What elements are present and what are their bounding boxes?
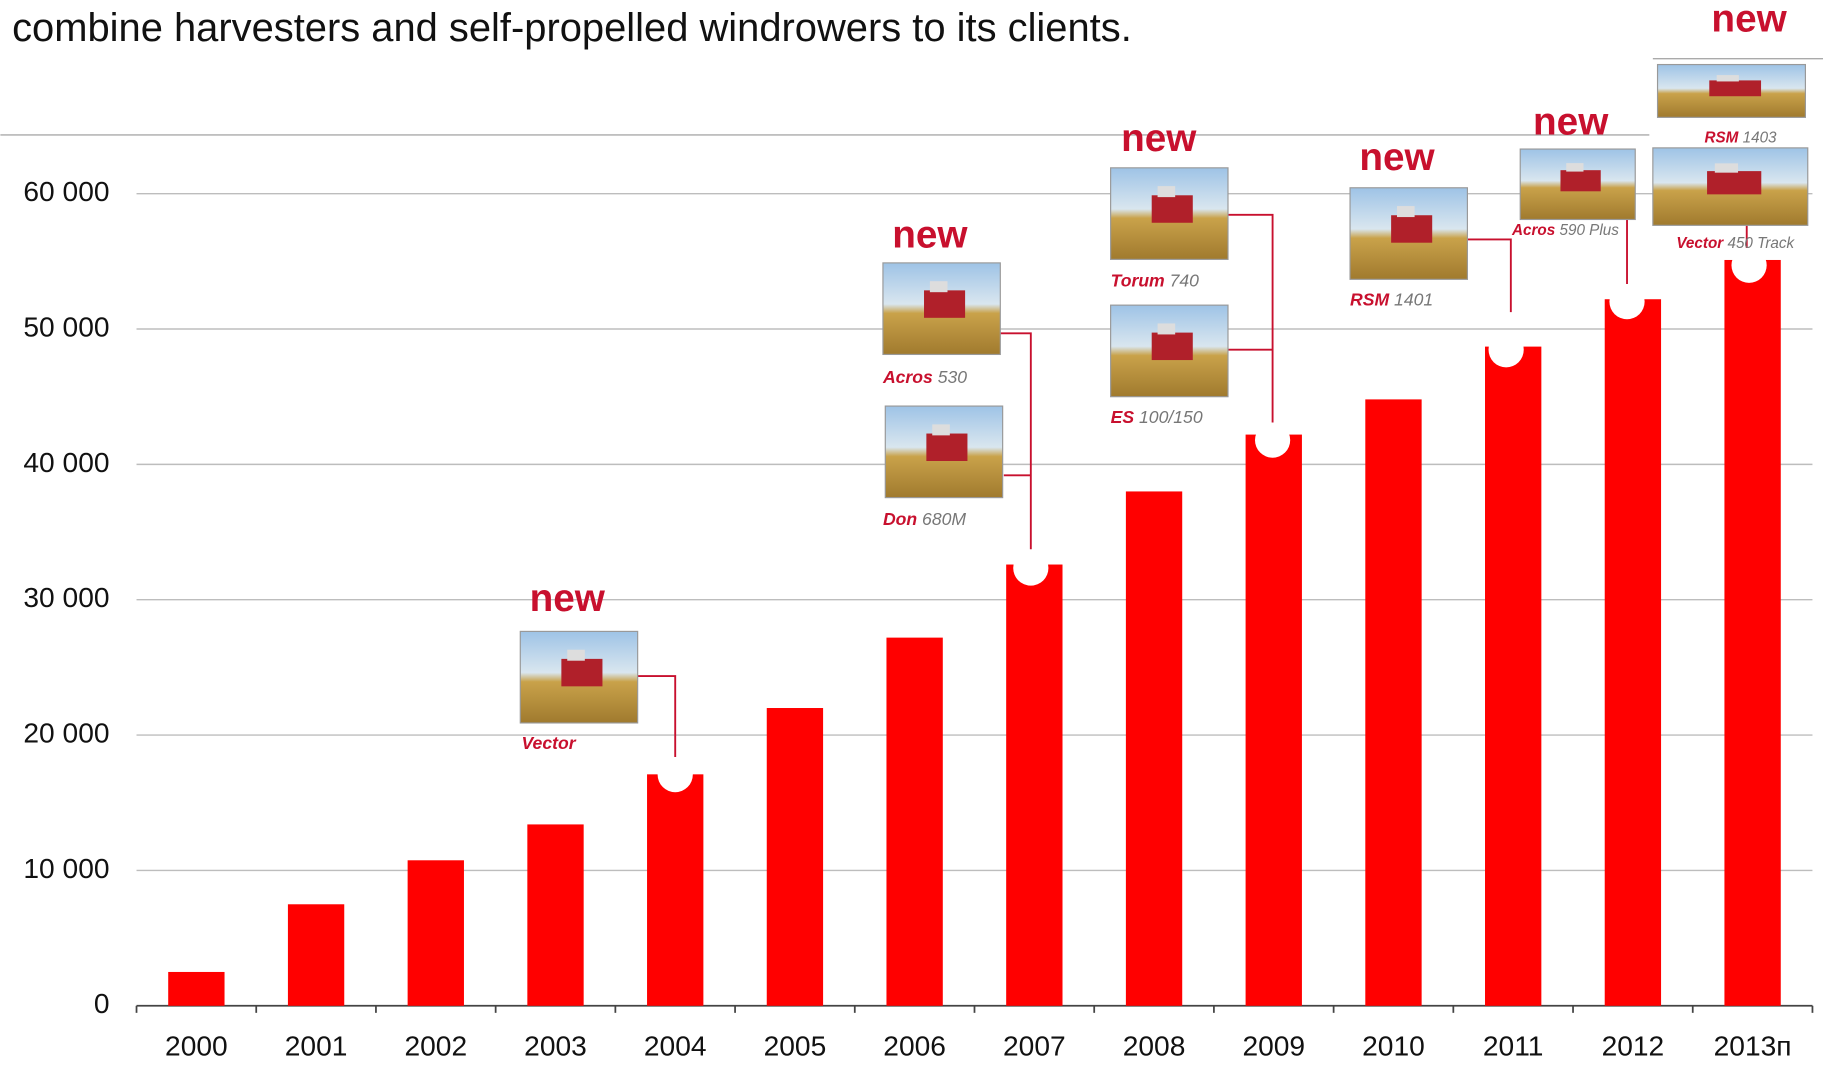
product-brand: Vector [1676,235,1724,252]
machine [926,434,967,461]
x-tick-label: 2004 [644,1030,707,1061]
bar [1724,260,1780,1006]
product-brand: Torum [1111,270,1165,290]
x-tick-label: 2009 [1242,1030,1305,1061]
product-name: Don 680M [883,509,966,529]
marker-dot [1489,332,1524,367]
product-brand: Acros [882,367,933,387]
y-tick-label: 50 000 [23,311,109,342]
x-tick-label: 2007 [1003,1030,1066,1061]
product-brand: Don [883,509,917,529]
product-model: 1403 [1743,130,1777,147]
bar [1365,399,1421,1005]
product-brand: Acros [1511,222,1555,239]
x-tick-label: 2005 [764,1030,827,1061]
machine-cab [930,281,948,292]
machine [1709,80,1761,96]
machine [1391,215,1432,242]
marker-dot [1013,550,1048,585]
product-name: RSM 1403 [1704,130,1777,147]
x-tick-label: 2010 [1362,1030,1425,1061]
product-name: Acros 590 Plus [1511,222,1619,239]
machine-cab [1158,323,1176,334]
bar [1485,347,1541,1006]
marker-dot [1255,423,1290,458]
machine [924,290,965,317]
product-model: 450 Track [1727,235,1795,252]
product-model: 100/150 [1139,406,1203,426]
new-label: new [530,577,606,620]
product-brand: ES [1111,406,1135,426]
machine [1707,171,1761,194]
y-tick-label: 60 000 [23,176,109,207]
y-tick-label: 10 000 [23,853,109,884]
bar [1126,491,1182,1005]
machine-cab [932,424,950,435]
bar [288,904,344,1006]
page-title: combine harvesters and self-propelled wi… [12,6,1132,50]
product-name: RSM 1401 [1350,289,1433,309]
x-tick-label: 2003 [524,1030,587,1061]
bar [408,860,464,1006]
product-model: 590 Plus [1559,222,1619,239]
machine [561,659,602,686]
x-tick-label: 2012 [1602,1030,1665,1061]
x-tick-label: 2002 [404,1030,467,1061]
x-tick-label: 2008 [1123,1030,1186,1061]
machine [1152,333,1193,360]
x-tick-label: 2013п [1714,1030,1792,1061]
product-name: Vector [521,733,576,753]
chart: combine harvesters and self-propelled wi… [0,0,1841,1068]
new-label: new [892,213,968,256]
machine [1560,170,1600,191]
product-brand: Vector [521,733,576,753]
bar [1246,435,1302,1006]
product-model: 740 [1170,270,1200,290]
connector [1467,239,1510,312]
y-tick-label: 0 [94,988,110,1019]
product-model: 680M [922,509,966,529]
machine [1152,195,1193,222]
x-tick-label: 2011 [1483,1030,1544,1061]
x-tick-label: 2006 [883,1030,946,1061]
machine-cab [1158,186,1176,197]
marker-dot [658,757,693,792]
connector [1000,333,1031,549]
new-label: new [1359,136,1435,179]
product-name: Acros 530 [882,367,967,387]
new-label: new [1121,117,1197,160]
bar [647,774,703,1005]
bar [886,638,942,1006]
x-tick-label: 2000 [165,1030,228,1061]
machine-cab [1566,163,1583,171]
bar [527,824,583,1005]
y-tick-label: 20 000 [23,718,109,749]
product-model: 1401 [1394,289,1433,309]
y-tick-label: 30 000 [23,582,109,613]
machine-cab [1715,163,1738,172]
connector [1228,215,1273,423]
bar [168,972,224,1006]
new-label: new [1711,0,1787,40]
connector [638,676,676,757]
bar [767,708,823,1006]
bar [1605,299,1661,1006]
bar [1006,565,1062,1006]
page: {"header":{"title":"combine harvesters a… [0,0,1841,1068]
x-tick-label: 2001 [285,1030,348,1061]
machine-cab [1397,206,1415,217]
marker-dot [1731,248,1766,283]
marker-dot [1609,284,1644,319]
product-brand: RSM [1704,130,1738,147]
product-model: 530 [938,367,968,387]
product-name: Vector 450 Track [1676,235,1795,252]
machine-cab [567,650,585,661]
new-label: new [1533,101,1609,144]
y-tick-label: 40 000 [23,447,109,478]
product-name: Torum 740 [1111,270,1200,290]
product-brand: RSM [1350,289,1389,309]
machine-cab [1717,75,1739,81]
product-name: ES 100/150 [1111,406,1203,426]
